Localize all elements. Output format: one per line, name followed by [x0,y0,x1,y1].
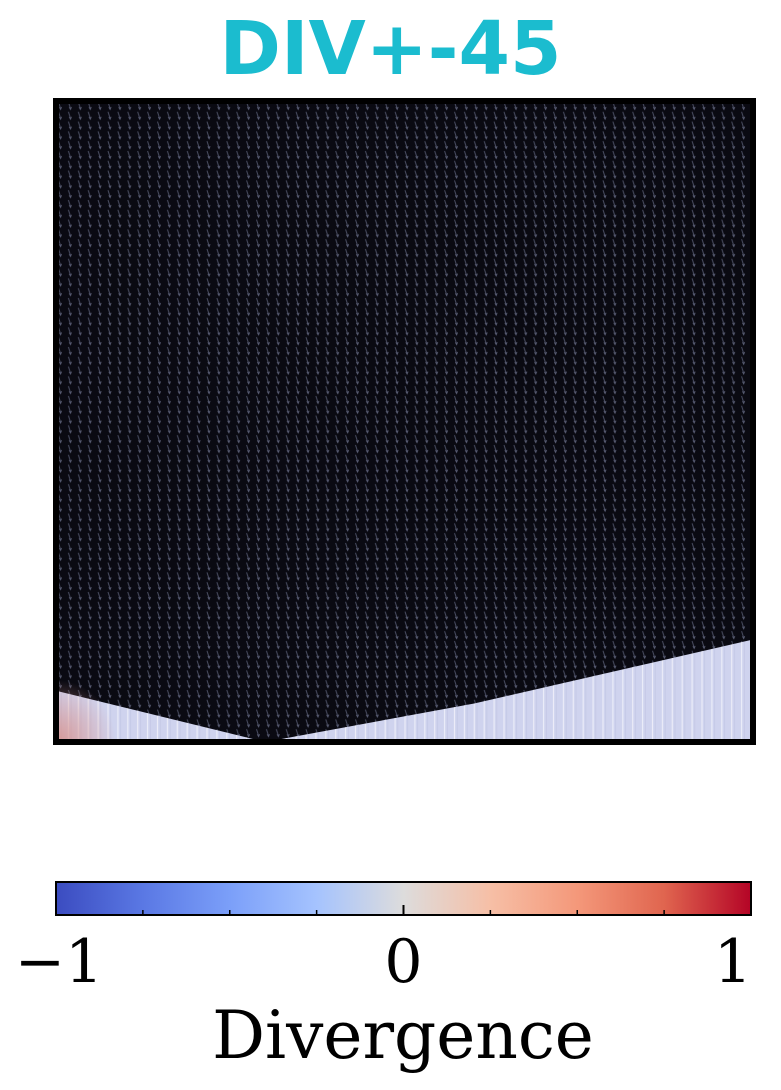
colorbar-tick-label: −1 [15,927,103,997]
colorbar-tick-label: 1 [714,927,752,997]
divergence-region-arrows [56,639,753,742]
vector-field-plot [56,101,753,742]
colorbar-ticks: −1 0 1 [15,905,752,997]
positive-divergence-corner [56,680,116,742]
arrow-field [56,101,753,742]
plot-frame [53,98,756,745]
colorbar: −1 0 1 Divergence [15,881,752,1074]
colorbar-label: Divergence [212,997,594,1074]
chart-title: DIV+-45 [219,6,562,92]
colorbar-tick-label: 0 [384,927,422,997]
